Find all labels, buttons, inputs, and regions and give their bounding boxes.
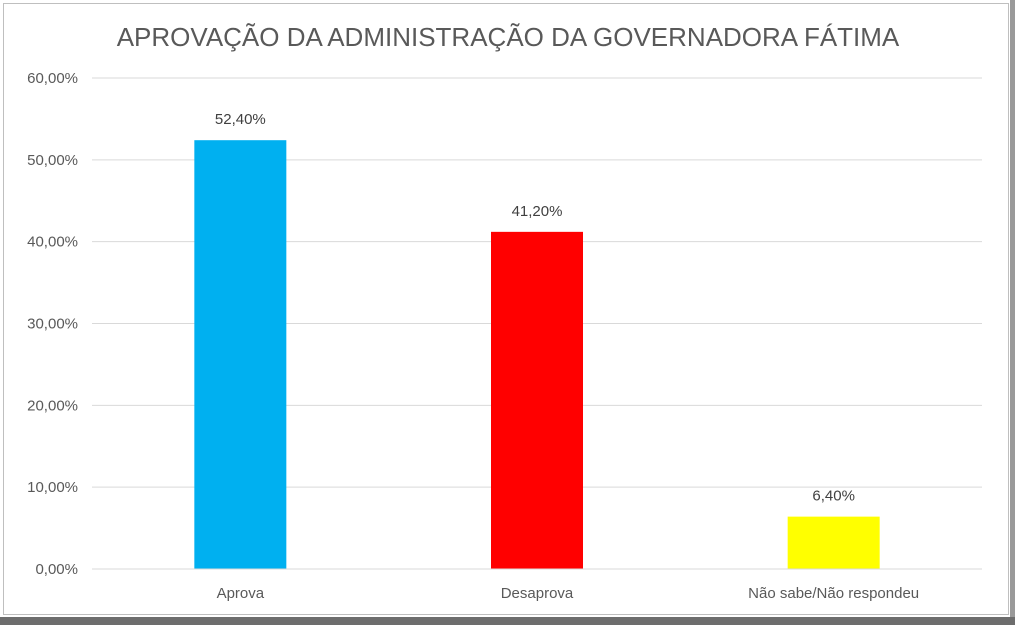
y-tick-label: 10,00% xyxy=(27,479,78,496)
data-label: 6,40% xyxy=(812,488,855,505)
bar xyxy=(491,231,583,569)
category-label: Desaprova xyxy=(501,585,574,602)
chart-title: APROVAÇÃO DA ADMINISTRAÇÃO DA GOVERNADOR… xyxy=(117,22,900,52)
data-labels: 52,40% 41,20% 6,40% xyxy=(215,111,855,504)
y-axis-ticks: 0,00% 10,00% 20,00% 30,00% 40,00% 50,00% 60,00… xyxy=(27,70,78,578)
y-tick-label: 50,00% xyxy=(27,152,78,169)
data-label: 52,40% xyxy=(215,111,266,128)
window-edge-right xyxy=(1010,0,1015,625)
window-edge-bottom xyxy=(0,617,1015,625)
y-tick-label: 30,00% xyxy=(27,316,78,333)
data-label: 41,20% xyxy=(512,203,563,220)
y-tick-label: 60,00% xyxy=(27,70,78,87)
y-tick-label: 20,00% xyxy=(27,397,78,414)
bar xyxy=(787,516,880,569)
y-tick-label: 0,00% xyxy=(35,561,78,578)
category-label: Aprova xyxy=(217,585,265,602)
bar xyxy=(194,140,287,569)
category-labels: Aprova Desaprova Não sabe/Não respondeu xyxy=(217,585,920,602)
category-label: Não sabe/Não respondeu xyxy=(748,585,919,602)
y-tick-label: 40,00% xyxy=(27,234,78,251)
bars xyxy=(194,140,880,569)
